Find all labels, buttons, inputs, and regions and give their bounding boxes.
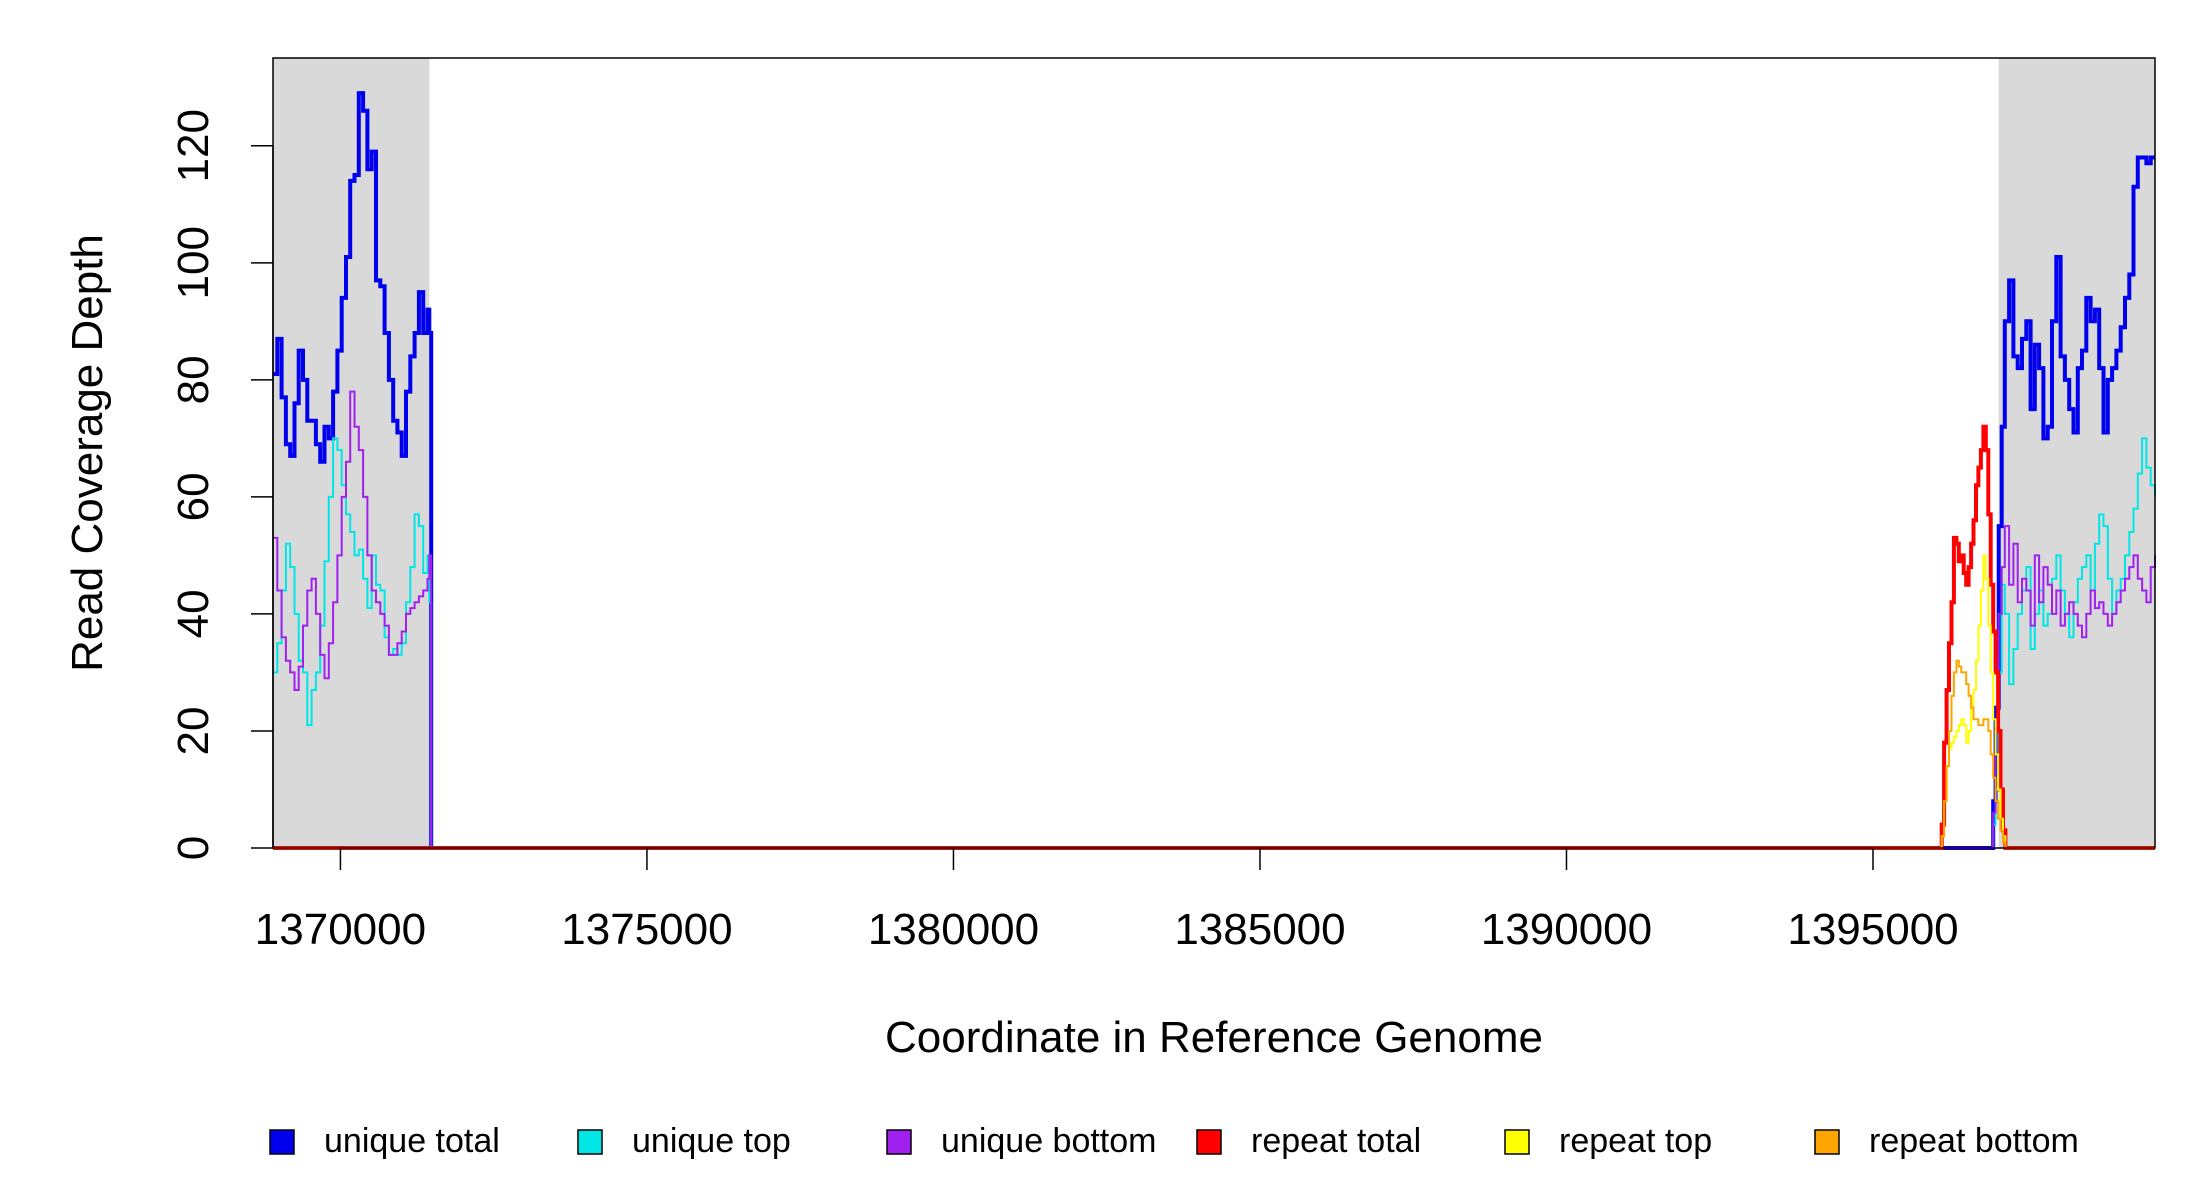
x-tick-label: 1390000: [1481, 905, 1652, 954]
y-tick-label: 100: [169, 226, 218, 299]
legend-label-unique-top: unique top: [632, 1122, 791, 1160]
legend-label-unique-bottom: unique bottom: [941, 1122, 1157, 1160]
series-line-repeat-bottom: [273, 659, 2155, 849]
legend-label-repeat-top: repeat top: [1559, 1122, 1712, 1160]
y-axis-label: Read Coverage Depth: [63, 234, 112, 672]
legend-swatch-unique-total: [269, 1129, 295, 1155]
series-lines: [273, 91, 2156, 850]
legend-swatch-repeat-top: [1504, 1129, 1530, 1155]
x-tick-label: 1395000: [1787, 905, 1958, 954]
legend-swatch-repeat-total: [1196, 1129, 1222, 1155]
legend-label-unique-total: unique total: [324, 1122, 500, 1160]
series-line-repeat-total: [273, 424, 2155, 850]
x-tick-label: 1375000: [561, 905, 732, 954]
y-tick-label: 20: [169, 707, 218, 756]
legend-swatch-unique-top: [577, 1129, 603, 1155]
x-tick-label: 1385000: [1174, 905, 1345, 954]
y-tick-label: 60: [169, 472, 218, 521]
x-tick-label: 1370000: [255, 905, 426, 954]
legend-swatch-unique-bottom: [886, 1129, 912, 1155]
shaded-region-2: [1998, 58, 2155, 848]
y-tick-label: 0: [169, 836, 218, 860]
x-axis-label: Coordinate in Reference Genome: [885, 1013, 1543, 1062]
legend-label-repeat-total: repeat total: [1251, 1122, 1421, 1160]
x-tick-label: 1380000: [868, 905, 1039, 954]
y-tick-label: 120: [169, 109, 218, 182]
series-line-unique-bottom: [273, 390, 2156, 849]
legend-label-repeat-bottom: repeat bottom: [1869, 1122, 2079, 1160]
y-tick-label: 80: [169, 355, 218, 404]
legend-swatch-repeat-bottom: [1814, 1129, 1840, 1155]
x-axis: 1370000 1375000 1380000 1385000 1390000 13950…: [255, 847, 1959, 954]
y-tick-label: 40: [169, 589, 218, 638]
y-axis: 0 20 40 60 80 100 120: [169, 109, 274, 860]
legend: unique total unique top unique bottom repea…: [269, 1122, 2079, 1160]
